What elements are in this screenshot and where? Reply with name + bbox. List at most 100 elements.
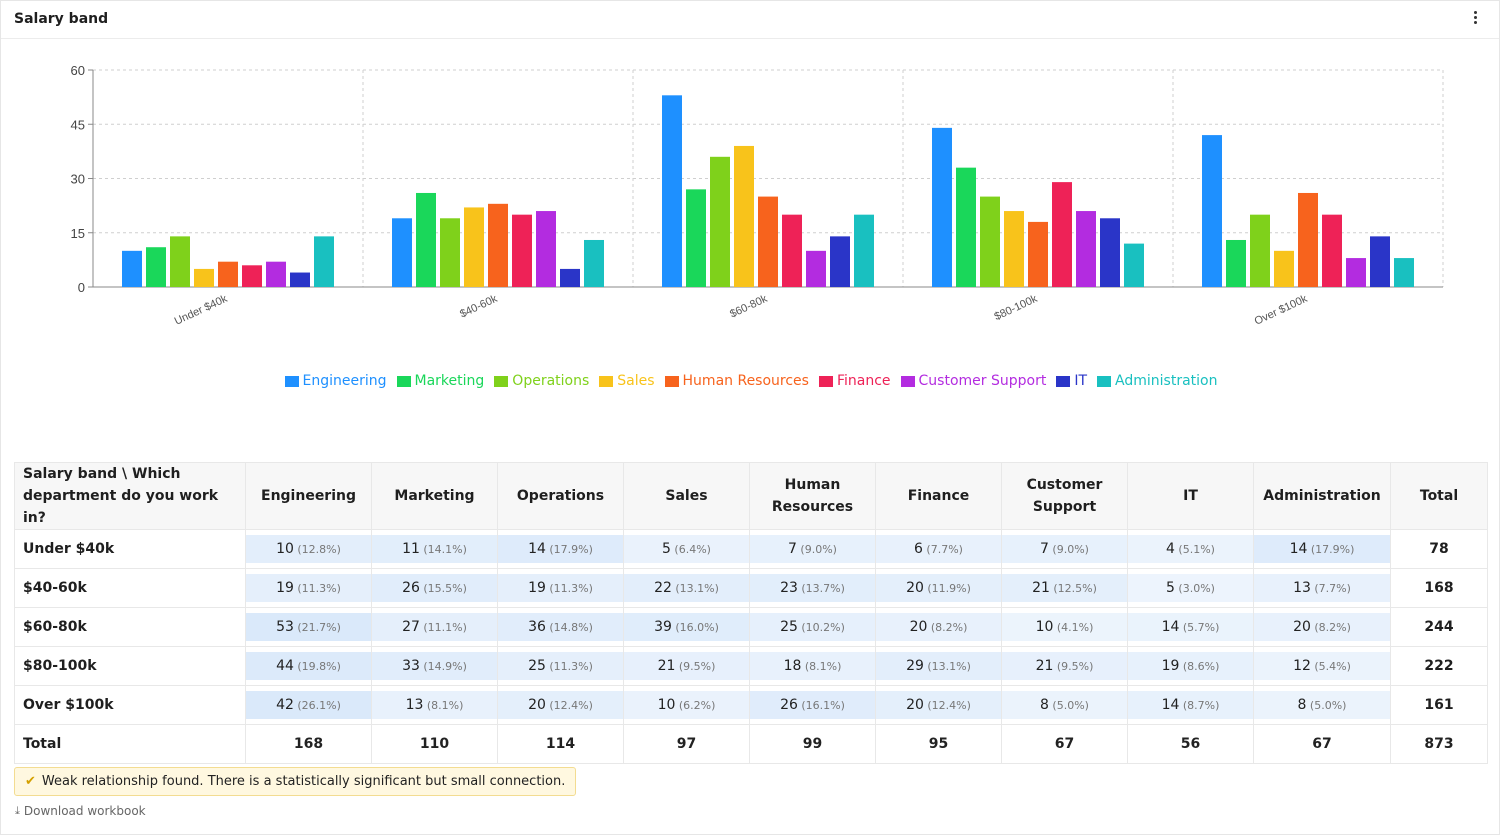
legend-swatch	[818, 375, 833, 387]
more-options-icon[interactable]	[1469, 9, 1481, 29]
cell-fill	[372, 652, 497, 680]
cell-percent: (11.9%)	[923, 582, 971, 595]
legend-label: Administration	[1115, 373, 1218, 389]
bar	[194, 268, 214, 287]
table-cell: 39 (16.0%)	[623, 607, 750, 647]
cell-count: 10	[657, 697, 676, 713]
table-cell: 13 (7.7%)	[1253, 568, 1391, 608]
cell-content: 14 (17.9%)	[528, 541, 593, 557]
legend-item[interactable]: Administration	[1097, 373, 1217, 389]
table-cell: 44 (19.8%)	[245, 646, 372, 686]
table-cell: 7 (9.0%)	[1001, 529, 1128, 569]
cell-percent: (14.8%)	[545, 621, 593, 634]
cell-fill	[1254, 535, 1390, 563]
cell-percent: (16.1%)	[797, 699, 845, 712]
legend-item[interactable]: Human Resources	[664, 373, 809, 389]
legend-item[interactable]: IT	[1056, 373, 1087, 389]
y-tick-label: 0	[78, 280, 85, 295]
cell-fill	[876, 613, 1001, 641]
bar	[1124, 243, 1144, 287]
legend-item[interactable]: Marketing	[396, 373, 484, 389]
cell-fill	[1128, 691, 1253, 719]
cell-content: 20 (8.2%)	[1293, 619, 1351, 635]
table-cell: 5 (6.4%)	[623, 529, 750, 569]
cell-percent: (11.1%)	[419, 621, 467, 634]
cell-content: 20 (12.4%)	[528, 697, 593, 713]
column-header: IT	[1127, 462, 1254, 530]
row-header: Under $40k	[14, 529, 246, 569]
legend-swatch	[900, 375, 915, 387]
cell-percent: (13.1%)	[671, 582, 719, 595]
cell-percent: (12.4%)	[923, 699, 971, 712]
cell-percent: (14.9%)	[419, 660, 467, 673]
download-workbook-link[interactable]: ⤓ Download workbook	[15, 804, 146, 818]
column-header-total: Total	[1390, 462, 1488, 530]
cell-count: 19	[528, 580, 546, 596]
cell-count: 5	[1166, 580, 1175, 596]
cell-fill	[1002, 691, 1127, 719]
cell-fill	[372, 574, 497, 602]
column-header: Marketing	[371, 462, 498, 530]
cell-content: 11 (14.1%)	[402, 541, 467, 557]
table-cell: 14 (17.9%)	[497, 529, 624, 569]
cell-content: 19 (11.3%)	[528, 580, 593, 596]
notice-text: Weak relationship found. There is a stat…	[41, 774, 566, 789]
cell-fill	[750, 574, 875, 602]
table-row: $80-100k 44 (19.8%) 33 (14.9%) 25 (11.3%) 21…	[14, 646, 1488, 686]
cell-percent: (8.6%)	[1179, 660, 1220, 673]
cell-count: 23	[780, 580, 798, 596]
legend-item[interactable]: Sales	[599, 373, 655, 389]
grand-total: 873	[1390, 724, 1488, 764]
y-tick-label: 45	[71, 117, 85, 132]
card-header: Salary band	[1, 1, 1499, 39]
cell-content: 42 (26.1%)	[276, 697, 341, 713]
crosstab-table: Salary band \ Which department do you wo…	[14, 462, 1488, 764]
cell-count: 21	[657, 658, 676, 674]
cell-fill	[498, 691, 623, 719]
cell-content: 20 (8.2%)	[910, 619, 968, 635]
cell-percent: (19.8%)	[293, 660, 341, 673]
column-header: Human Resources	[749, 462, 876, 530]
table-cell: 13 (8.1%)	[371, 685, 498, 725]
download-icon: ⤓	[15, 804, 20, 817]
cell-percent: (15.5%)	[419, 582, 467, 595]
legend-label: IT	[1074, 373, 1088, 389]
cell-fill	[750, 535, 875, 563]
legend-item[interactable]: Engineering	[284, 373, 387, 389]
cell-percent: (9.0%)	[796, 543, 837, 556]
bar	[854, 214, 874, 287]
table-cell: 53 (21.7%)	[245, 607, 372, 647]
totals-row: Total 168 110 114 97 99 95 67 56 67 873	[14, 724, 1488, 764]
cell-content: 13 (7.7%)	[1293, 580, 1351, 596]
table-row: Over $100k 42 (26.1%) 13 (8.1%) 20 (12.4%) 1…	[14, 685, 1488, 725]
column-header: Operations	[497, 462, 624, 530]
cell-content: 33 (14.9%)	[402, 658, 467, 674]
row-header: $60-80k	[14, 607, 246, 647]
cell-percent: (12.4%)	[545, 699, 593, 712]
table-cell: 14 (8.7%)	[1127, 685, 1254, 725]
bar	[1394, 258, 1414, 287]
bar	[314, 236, 334, 287]
table-cell: 27 (11.1%)	[371, 607, 498, 647]
cell-content: 21 (9.5%)	[1036, 658, 1094, 674]
cell-content: 26 (15.5%)	[402, 580, 467, 596]
legend-item[interactable]: Customer Support	[900, 373, 1046, 389]
bar	[242, 265, 262, 287]
cell-percent: (5.0%)	[1306, 699, 1347, 712]
row-total: 78	[1390, 529, 1488, 569]
table-cell: 10 (4.1%)	[1001, 607, 1128, 647]
legend-item[interactable]: Finance	[818, 373, 891, 389]
row-header: Over $100k	[14, 685, 246, 725]
cell-fill	[750, 691, 875, 719]
row-header: $40-60k	[14, 568, 246, 608]
cell-percent: (6.2%)	[675, 699, 716, 712]
bar	[662, 95, 682, 287]
cell-fill	[876, 535, 1001, 563]
legend-item[interactable]: Operations	[494, 373, 589, 389]
cell-content: 19 (11.3%)	[276, 580, 341, 596]
table-cell: 22 (13.1%)	[623, 568, 750, 608]
cell-fill	[498, 613, 623, 641]
x-tick-label: Over $100k	[1253, 293, 1310, 328]
bar	[1226, 239, 1246, 287]
cell-count: 4	[1166, 541, 1175, 557]
